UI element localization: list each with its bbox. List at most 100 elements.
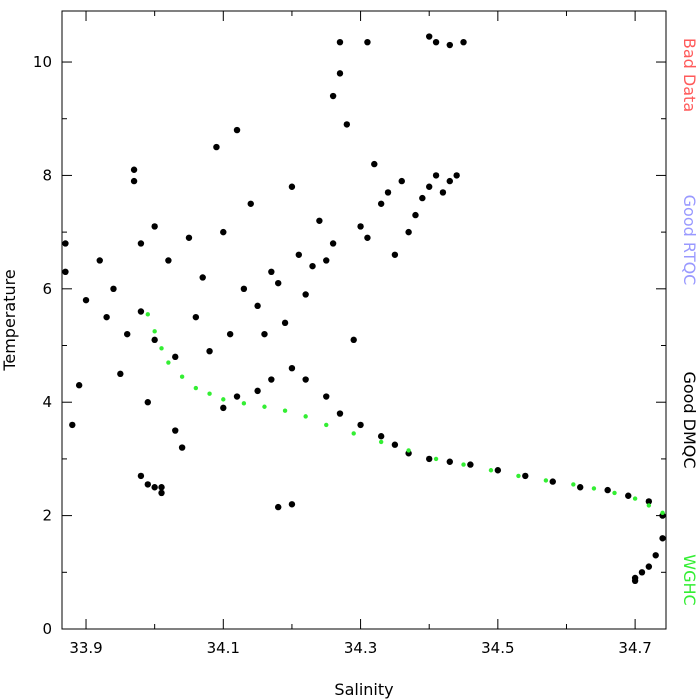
data-point xyxy=(426,455,433,463)
data-point xyxy=(166,360,171,365)
data-point xyxy=(275,503,282,511)
data-point xyxy=(433,456,439,462)
series-1 xyxy=(145,312,665,515)
data-point xyxy=(406,448,411,453)
data-point xyxy=(302,376,309,383)
data-point xyxy=(261,330,268,338)
y-tick-label: 10 xyxy=(33,53,52,71)
data-point xyxy=(172,427,179,434)
data-point xyxy=(221,397,226,402)
data-point xyxy=(268,376,275,383)
data-point xyxy=(288,364,296,372)
y-tick-label: 8 xyxy=(42,166,52,184)
data-point xyxy=(645,563,653,570)
data-point xyxy=(336,410,344,417)
data-points xyxy=(62,33,666,585)
data-point xyxy=(220,228,227,236)
data-point xyxy=(522,472,529,480)
data-point xyxy=(364,38,371,46)
data-point xyxy=(144,399,151,406)
data-point xyxy=(302,291,309,298)
data-point xyxy=(199,274,206,281)
data-point xyxy=(172,353,179,361)
legend-entry: WGHC xyxy=(680,554,699,605)
data-point xyxy=(178,444,186,451)
data-point xyxy=(158,489,165,497)
legend: Bad Data Good RTQC Good DMQC WGHC xyxy=(680,38,699,606)
data-point xyxy=(494,467,502,474)
data-point xyxy=(288,501,296,508)
legend-entry: Good DMQC xyxy=(680,371,699,468)
x-tick-label: 34.5 xyxy=(481,639,514,657)
data-point xyxy=(412,211,419,219)
data-point xyxy=(137,472,145,480)
x-axis: 33.9 34.1 34.3 34.5 34.7 xyxy=(69,11,652,657)
data-point xyxy=(323,393,330,400)
data-point xyxy=(329,92,337,100)
y-tick-label: 0 xyxy=(42,620,52,638)
data-point xyxy=(323,257,330,264)
data-point xyxy=(152,329,157,334)
data-point xyxy=(207,391,212,396)
data-point xyxy=(240,285,248,293)
data-point xyxy=(391,441,399,448)
data-point xyxy=(192,313,200,321)
data-point xyxy=(281,319,289,327)
y-axis: 0 2 4 6 8 10 xyxy=(33,53,666,638)
data-point xyxy=(247,200,254,207)
data-point xyxy=(336,70,344,77)
data-point xyxy=(432,38,440,46)
data-point xyxy=(62,268,69,276)
data-point xyxy=(351,431,356,436)
data-point xyxy=(329,240,337,247)
data-point xyxy=(144,481,151,488)
data-point xyxy=(303,414,308,419)
legend-entry: Bad Data xyxy=(680,38,699,112)
data-point xyxy=(185,234,193,241)
data-point xyxy=(179,374,185,379)
data-point xyxy=(220,404,227,412)
x-tick-label: 34.1 xyxy=(207,639,240,657)
y-axis-label: Temperature xyxy=(0,269,19,371)
data-point xyxy=(439,189,447,196)
data-point xyxy=(226,330,234,338)
data-point xyxy=(316,217,323,224)
data-point xyxy=(75,382,83,389)
y-tick-label: 6 xyxy=(42,280,52,298)
data-point xyxy=(130,177,138,185)
data-point xyxy=(130,166,138,173)
data-point xyxy=(206,347,213,355)
data-point xyxy=(233,393,241,400)
data-point xyxy=(604,486,611,494)
data-point xyxy=(612,490,617,496)
data-point xyxy=(446,458,453,465)
data-point xyxy=(241,401,247,406)
data-point xyxy=(62,240,69,247)
legend-entry: Good RTQC xyxy=(680,195,699,286)
data-point xyxy=(426,33,433,40)
data-point xyxy=(288,183,296,190)
data-point xyxy=(275,279,282,287)
data-point xyxy=(254,387,261,395)
data-point xyxy=(419,194,426,202)
data-point xyxy=(652,552,659,559)
y-tick-label: 4 xyxy=(42,393,52,411)
data-point xyxy=(357,223,364,230)
data-point xyxy=(391,251,399,258)
data-point xyxy=(159,346,164,351)
data-point xyxy=(137,308,145,315)
data-point xyxy=(96,257,103,264)
x-tick-label: 34.7 xyxy=(618,639,651,657)
data-point xyxy=(516,473,521,479)
data-point xyxy=(254,302,261,310)
data-point xyxy=(336,38,344,46)
data-point xyxy=(432,172,440,179)
data-point xyxy=(591,486,597,491)
data-point xyxy=(446,177,453,185)
data-point xyxy=(233,126,241,134)
data-point xyxy=(625,492,632,499)
data-point xyxy=(213,143,220,151)
data-point xyxy=(82,296,90,304)
data-point xyxy=(158,484,165,491)
